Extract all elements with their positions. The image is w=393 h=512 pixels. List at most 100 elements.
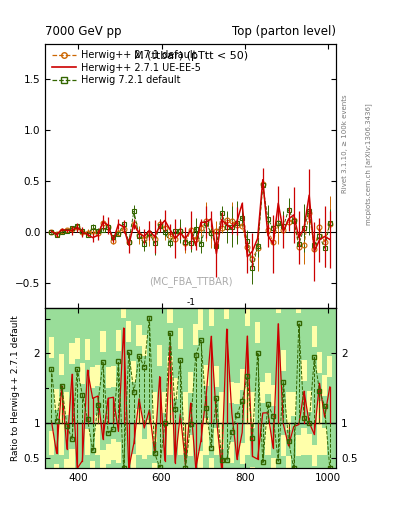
Bar — [296, 308, 301, 456]
Bar — [136, 325, 141, 455]
Bar — [85, 360, 90, 430]
Bar — [234, 383, 240, 468]
Bar — [64, 415, 70, 459]
Bar — [70, 364, 75, 450]
Bar — [260, 381, 265, 468]
Bar — [250, 392, 255, 468]
Bar — [317, 352, 322, 455]
Bar — [307, 391, 312, 455]
Bar — [209, 326, 214, 458]
Bar — [141, 335, 147, 459]
Bar — [162, 413, 167, 468]
Bar — [265, 394, 270, 423]
Bar — [286, 392, 291, 468]
Bar — [229, 403, 234, 442]
Bar — [317, 373, 322, 401]
Bar — [275, 313, 281, 468]
Bar — [275, 308, 281, 468]
Bar — [193, 345, 198, 468]
Bar — [136, 346, 141, 410]
Text: 7000 GeV pp: 7000 GeV pp — [45, 26, 122, 38]
Bar — [126, 342, 131, 468]
Bar — [260, 402, 265, 468]
Bar — [255, 343, 260, 468]
Bar — [245, 326, 250, 387]
Bar — [281, 371, 286, 435]
Bar — [219, 449, 224, 468]
Bar — [49, 337, 54, 455]
Bar — [173, 399, 178, 468]
Bar — [90, 367, 95, 468]
Bar — [85, 339, 90, 455]
Text: -1: -1 — [186, 297, 195, 307]
Bar — [64, 392, 70, 468]
Bar — [312, 347, 317, 445]
Bar — [198, 330, 204, 451]
Bar — [111, 366, 116, 460]
Bar — [116, 330, 121, 463]
Bar — [100, 331, 106, 468]
Bar — [250, 428, 255, 467]
Bar — [147, 308, 152, 455]
Bar — [198, 309, 204, 468]
Bar — [312, 326, 317, 466]
Bar — [167, 323, 173, 356]
Bar — [224, 308, 229, 468]
Bar — [214, 387, 219, 428]
Bar — [204, 386, 209, 418]
Legend: Herwig++ 2.7.1 default, Herwig++ 2.7.1 UE-EE-5, Herwig 7.2.1 default: Herwig++ 2.7.1 default, Herwig++ 2.7.1 U… — [50, 48, 203, 87]
Bar — [327, 356, 332, 468]
Bar — [75, 338, 80, 468]
Bar — [301, 360, 307, 455]
Bar — [270, 406, 275, 458]
Bar — [265, 373, 270, 455]
Bar — [157, 345, 162, 468]
Bar — [70, 343, 75, 468]
Bar — [90, 388, 95, 461]
Bar — [147, 308, 152, 420]
Bar — [80, 384, 85, 468]
Bar — [255, 322, 260, 468]
Text: Rivet 3.1.10, ≥ 100k events: Rivet 3.1.10, ≥ 100k events — [342, 94, 348, 193]
Bar — [121, 317, 126, 468]
Bar — [245, 308, 250, 455]
Bar — [183, 392, 188, 468]
Bar — [291, 392, 296, 468]
Bar — [178, 349, 183, 424]
Bar — [121, 308, 126, 468]
Bar — [240, 390, 245, 443]
Bar — [204, 365, 209, 455]
Bar — [126, 321, 131, 468]
Bar — [173, 378, 178, 468]
Bar — [54, 410, 59, 464]
Bar — [116, 351, 121, 442]
Bar — [193, 324, 198, 468]
Bar — [106, 388, 111, 443]
Bar — [95, 386, 100, 415]
Bar — [301, 381, 307, 428]
Text: (MC_FBA_TTBAR): (MC_FBA_TTBAR) — [149, 276, 232, 287]
Bar — [157, 366, 162, 468]
Bar — [54, 389, 59, 468]
Bar — [224, 318, 229, 468]
Bar — [229, 382, 234, 463]
Bar — [111, 387, 116, 439]
Bar — [152, 392, 157, 468]
Bar — [75, 359, 80, 468]
Bar — [214, 366, 219, 455]
Bar — [100, 352, 106, 450]
Bar — [281, 350, 286, 456]
Text: mcplots.cern.ch [arXiv:1306.3436]: mcplots.cern.ch [arXiv:1306.3436] — [365, 103, 372, 225]
Bar — [95, 365, 100, 455]
Bar — [183, 453, 188, 468]
Bar — [296, 313, 301, 435]
Text: M (ttbar) (pTtt < 50): M (ttbar) (pTtt < 50) — [134, 52, 248, 61]
Bar — [49, 358, 54, 431]
Bar — [141, 356, 147, 438]
Bar — [80, 363, 85, 468]
Bar — [327, 376, 332, 468]
Bar — [270, 385, 275, 468]
Bar — [234, 404, 240, 468]
Bar — [307, 412, 312, 434]
Bar — [59, 354, 64, 455]
